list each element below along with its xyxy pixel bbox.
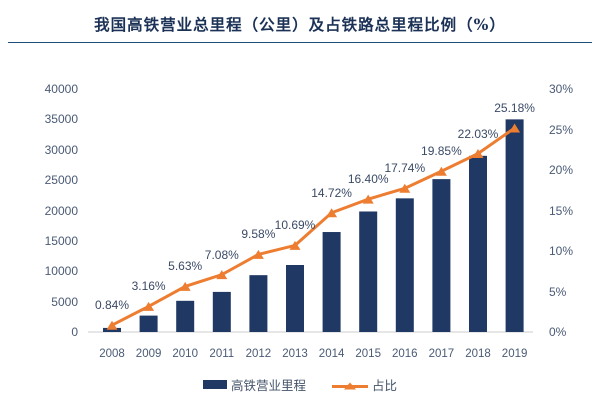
- x-tick-2018: 2018: [465, 348, 491, 360]
- data-label-2009: 3.16%: [131, 279, 166, 294]
- legend-item-mileage: 高铁营业里程: [202, 375, 306, 394]
- y2-tick-15%: 15%: [549, 203, 574, 218]
- data-label-2018: 22.03%: [457, 126, 499, 141]
- y2-tick-5%: 5%: [549, 284, 567, 299]
- ratio-line: [111, 126, 516, 327]
- legend-label-ratio: 占比: [372, 379, 398, 393]
- y-tick-20000: 20000: [44, 203, 78, 218]
- y-tick-25000: 25000: [44, 173, 78, 188]
- x-tick-2016: 2016: [392, 348, 418, 360]
- bar-2011: [212, 291, 231, 332]
- y-tick-0: 0: [71, 325, 78, 339]
- x-tick-2010: 2010: [172, 348, 198, 360]
- marker-2014: [326, 208, 338, 218]
- marker-2013: [289, 240, 301, 250]
- bar-2009: [139, 315, 158, 332]
- x-tick-2013: 2013: [282, 348, 308, 360]
- y2-tick-0%: 0%: [549, 325, 567, 339]
- x-tick-2008: 2008: [99, 348, 125, 360]
- legend-item-ratio: 占比: [332, 375, 397, 394]
- marker-2009: [143, 301, 155, 311]
- data-label-2008: 0.84%: [94, 298, 130, 313]
- marker-2010: [179, 281, 191, 291]
- x-tick-2014: 2014: [318, 348, 345, 360]
- y-tick-30000: 30000: [44, 142, 78, 157]
- marker-2012: [252, 249, 264, 259]
- y2-tick-10%: 10%: [549, 244, 574, 258]
- bar-2015: [359, 211, 378, 332]
- bar-2008: [103, 327, 121, 332]
- x-tick-2011: 2011: [209, 348, 235, 360]
- data-label-2017: 19.85%: [421, 144, 462, 159]
- data-label-2012: 9.58%: [241, 227, 276, 242]
- marker-2016: [399, 183, 411, 193]
- bar-2010: [176, 300, 195, 332]
- y-tick-15000: 15000: [44, 233, 78, 248]
- legend-label-mileage: 高铁营业里程: [230, 379, 306, 393]
- bar-2012: [249, 275, 268, 332]
- bar-2019: [505, 119, 524, 332]
- data-label-2016: 17.74%: [384, 161, 426, 176]
- marker-2015: [362, 194, 374, 204]
- data-label-2014: 14.72%: [311, 185, 352, 200]
- data-label-2011: 7.08%: [204, 247, 239, 262]
- marker-2018: [472, 149, 484, 159]
- x-tick-2017: 2017: [428, 348, 455, 360]
- bar-2017: [432, 179, 451, 332]
- y-tick-10000: 10000: [44, 264, 78, 279]
- marker-2019: [509, 123, 521, 133]
- y2-tick-20%: 20%: [549, 163, 574, 177]
- bar-2018: [469, 155, 487, 332]
- bar-2014: [322, 232, 341, 332]
- y-tick-35000: 35000: [44, 112, 78, 127]
- marker-2008: [106, 320, 118, 330]
- data-label-2010: 5.63%: [168, 259, 203, 274]
- chart-title: 我国高铁营业总里程（公里）及占铁路总里程比例（%）: [94, 15, 506, 34]
- marker-2017: [435, 166, 447, 176]
- data-label-2019: 25.18%: [494, 101, 535, 116]
- data-label-2013: 10.69%: [274, 218, 316, 233]
- x-tick-2009: 2009: [135, 348, 162, 360]
- marker-2011: [216, 270, 228, 280]
- bar-2013: [286, 265, 304, 332]
- x-tick-2015: 2015: [355, 348, 381, 360]
- y2-tick-30%: 30%: [549, 82, 574, 96]
- y-tick-40000: 40000: [44, 82, 78, 96]
- bar-series-swatch-icon: [202, 380, 227, 389]
- legend: 高铁营业里程 占比: [0, 375, 600, 394]
- title-divider: [8, 42, 592, 43]
- data-label-2015: 16.40%: [347, 172, 389, 187]
- y-tick-5000: 5000: [51, 294, 78, 309]
- bar-2016: [395, 198, 414, 332]
- x-tick-2012: 2012: [245, 348, 272, 360]
- y2-tick-25%: 25%: [549, 122, 574, 137]
- x-tick-2019: 2019: [501, 348, 528, 360]
- line-series-swatch-icon: [332, 379, 368, 391]
